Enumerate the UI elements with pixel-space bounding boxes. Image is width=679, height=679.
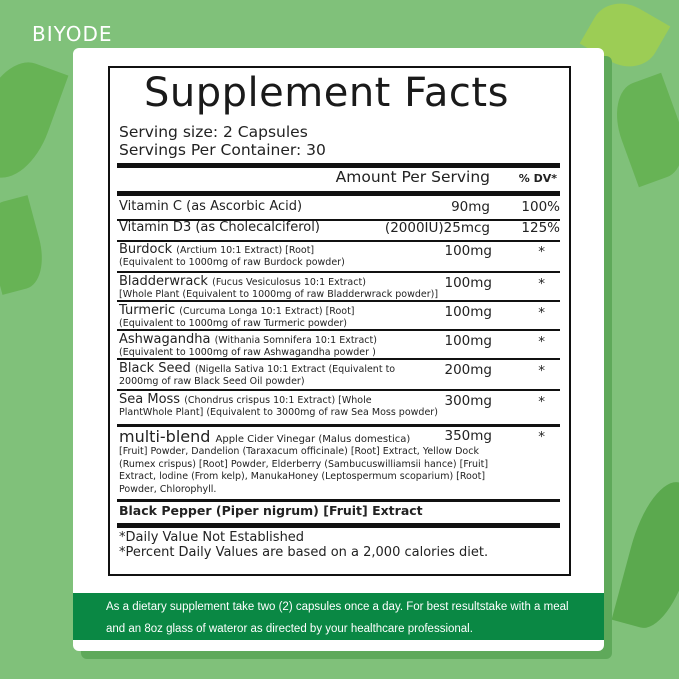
ingredient-row: Turmeric (Curcuma Longa 10:1 Extract) [R… xyxy=(119,303,355,318)
footnote: *Percent Daily Values are based on a 2,0… xyxy=(119,545,489,560)
divider xyxy=(117,329,560,331)
ingredient-desc: 2000mg of raw Black Seed Oil powder) xyxy=(119,376,305,387)
black-pepper: Black Pepper (Piper nigrum) [Fruit] Extr… xyxy=(119,503,423,518)
ingredient-row: Sea Moss (Chondrus crispus 10:1 Extract)… xyxy=(119,392,372,407)
divider xyxy=(117,499,560,502)
divider xyxy=(117,191,560,196)
divider xyxy=(117,424,560,427)
ingredient-amount: 100mg xyxy=(444,243,493,259)
supplement-card xyxy=(73,48,604,651)
blend-dv: * xyxy=(538,429,545,445)
blend-desc: Extract, lodine (From kelp), ManukaHoney… xyxy=(119,471,486,482)
ingredient-row: Bladderwrack (Fucus Vesiculosus 10:1 Ext… xyxy=(119,274,366,289)
blend-row: multi-blend Apple Cider Vinegar (Malus d… xyxy=(119,427,410,446)
page-title: Supplement Facts xyxy=(144,70,509,116)
ingredient-amount: 200mg xyxy=(444,362,493,378)
supplement-facts-label: Supplement Facts Serving size: 2 Capsule… xyxy=(108,66,571,576)
ingredient-desc: (Equivalent to 1000mg of raw Ashwagandha… xyxy=(119,347,376,358)
divider xyxy=(117,300,560,302)
directions-band: As a dietary supplement take two (2) cap… xyxy=(73,593,604,640)
vitamin-dv: 125% xyxy=(521,220,560,236)
brand-logo: BIYODE xyxy=(32,22,113,46)
ingredient-amount: 100mg xyxy=(444,275,493,291)
ingredient-desc: (Curcuma Longa 10:1 Extract) [Root] xyxy=(179,306,355,317)
divider xyxy=(117,271,560,273)
dv-header: % DV* xyxy=(518,172,557,185)
ingredient-desc: (Chondrus crispus 10:1 Extract) [Whole xyxy=(184,395,372,406)
footnote: *Daily Value Not Established xyxy=(119,530,305,545)
vitamin-dv: 100% xyxy=(521,199,560,215)
blend-name: multi-blend xyxy=(119,427,211,446)
vitamin-name: Vitamin C (as Ascorbic Acid) xyxy=(119,199,303,214)
ingredient-amount: 100mg xyxy=(444,304,493,320)
divider xyxy=(117,358,560,360)
divider xyxy=(117,523,560,528)
divider xyxy=(117,163,560,168)
leaf-decoration xyxy=(0,195,51,295)
leaf-decoration xyxy=(0,51,69,189)
divider xyxy=(117,240,560,242)
vitamin-name: Vitamin D3 (as Cholecalciferol) xyxy=(119,220,320,235)
ingredient-name: Sea Moss xyxy=(119,392,181,407)
blend-desc: [Fruit] Powder, Dandelion (Taraxacum off… xyxy=(119,446,479,457)
divider xyxy=(117,219,560,221)
ingredient-name: Bladderwrack xyxy=(119,274,208,289)
ingredient-desc: (Nigella Sativa 10:1 Extract (Equivalent… xyxy=(194,364,396,375)
ingredient-desc: [Whole Plant (Equivalent to 1000mg of ra… xyxy=(119,289,439,300)
ingredient-name: Ashwagandha xyxy=(119,332,211,347)
ingredient-name: Burdock xyxy=(119,242,173,257)
servings-per-container: Servings Per Container: 30 xyxy=(119,141,326,159)
ingredient-dv: * xyxy=(538,363,545,379)
blend-desc: (Rumex crispus) [Root] Powder, Elderberr… xyxy=(119,458,489,470)
leaf-decoration xyxy=(611,474,679,636)
vitamin-amount: 90mg xyxy=(451,199,490,215)
blend-desc: Powder, Chlorophyll. xyxy=(119,483,217,495)
ingredient-desc: (Arctium 10:1 Extract) [Root] xyxy=(176,245,315,256)
leaf-decoration xyxy=(604,72,679,188)
ingredient-desc: (Equivalent to 1000mg of raw Turmeric po… xyxy=(119,318,347,329)
directions-line: and an 8oz glass of wateror as directed … xyxy=(106,623,473,635)
ingredient-row: Ashwagandha (Withania Somnifera 10:1 Ext… xyxy=(119,332,377,347)
ingredient-dv: * xyxy=(538,276,545,292)
serving-size: Serving size: 2 Capsules xyxy=(119,123,308,141)
ingredient-name: Black Seed xyxy=(119,361,191,376)
ingredient-dv: * xyxy=(538,305,545,321)
ingredient-name: Turmeric xyxy=(119,303,176,318)
ingredient-amount: 300mg xyxy=(444,393,493,409)
blend-desc: Apple Cider Vinegar (Malus domestica) xyxy=(215,434,411,445)
ingredient-dv: * xyxy=(538,394,545,410)
ingredient-row: Black Seed (Nigella Sativa 10:1 Extract … xyxy=(119,361,395,376)
ingredient-amount: 100mg xyxy=(444,333,493,349)
blend-amount: 350mg xyxy=(444,428,493,444)
ingredient-desc: (Equivalent to 1000mg of raw Burdock pow… xyxy=(119,257,345,268)
directions-line: As a dietary supplement take two (2) cap… xyxy=(106,601,569,613)
ingredient-desc: PlantWhole Plant] (Equivalent to 3000mg … xyxy=(119,407,438,418)
ingredient-desc: (Withania Somnifera 10:1 Extract) xyxy=(214,335,377,346)
amount-header: Amount Per Serving xyxy=(335,168,490,186)
ingredient-dv: * xyxy=(538,244,545,260)
ingredient-dv: * xyxy=(538,334,545,350)
divider xyxy=(117,389,560,391)
ingredient-desc: (Fucus Vesiculosus 10:1 Extract) xyxy=(212,277,366,288)
vitamin-amount: (2000IU)25mcg xyxy=(384,220,490,236)
ingredient-row: Burdock (Arctium 10:1 Extract) [Root] xyxy=(119,242,314,257)
